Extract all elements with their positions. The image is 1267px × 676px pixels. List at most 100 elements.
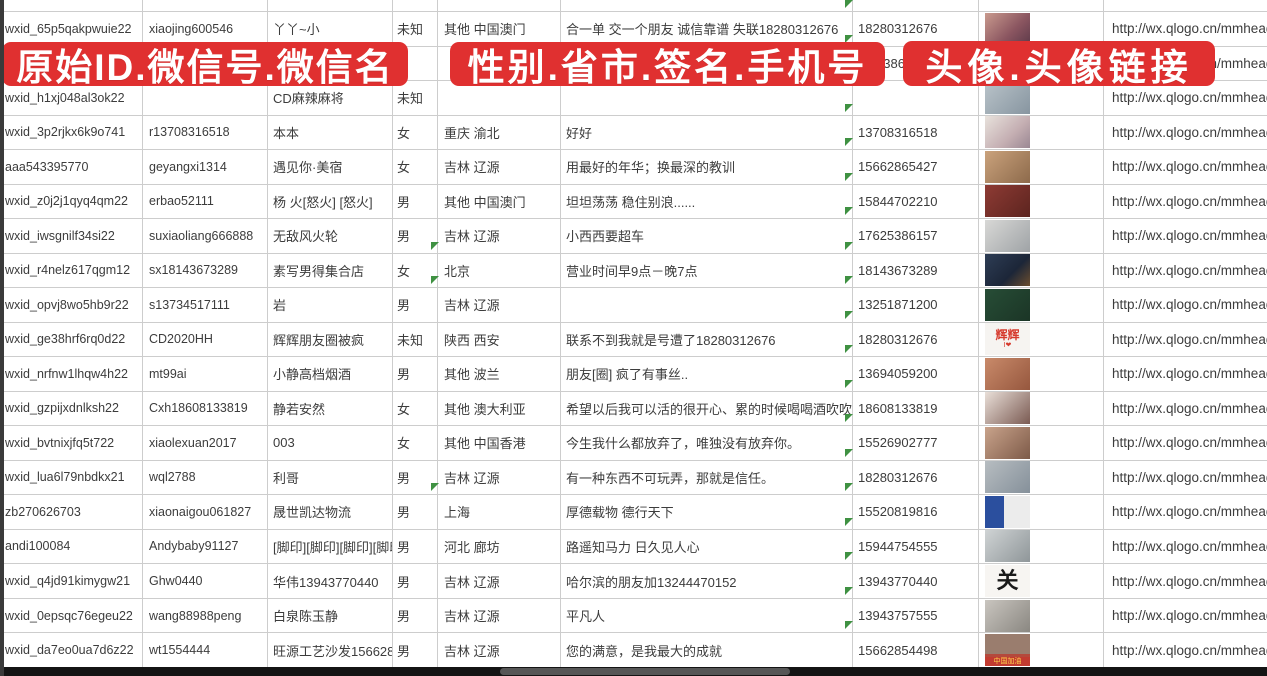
- cell-avatar-link[interactable]: http://wx.qlogo.cn/mmhead: [1103, 599, 1267, 633]
- cell-phone[interactable]: 15662854498: [845, 621, 978, 667]
- cell-avatar-link[interactable]: http://wx.qlogo.cn/mmhead: [1103, 12, 1267, 46]
- cell-weixin-name[interactable]: [脚印][脚印][脚印][脚印: [267, 530, 392, 564]
- cell-phone[interactable]: 17625386157: [845, 207, 978, 253]
- cell-phone[interactable]: 15844702210: [845, 172, 978, 219]
- cell-signature[interactable]: 路遥知马力 日久见人心: [560, 530, 852, 564]
- cell-province[interactable]: 吉林 辽源: [437, 461, 560, 495]
- cell-gender[interactable]: 男: [392, 357, 437, 391]
- cell-avatar-link[interactable]: http://wx.qlogo.cn/mmhead: [1103, 116, 1267, 150]
- cell-province[interactable]: 其他 中国澳门: [437, 12, 560, 46]
- cell-avatar-link[interactable]: http://wx.qlogo.cn/mmhead: [1103, 530, 1267, 564]
- cell-original-id[interactable]: wxid_ge38hrf6rq0d22: [0, 323, 142, 357]
- cell-avatar[interactable]: [978, 116, 1103, 150]
- cell-avatar[interactable]: [978, 81, 1103, 115]
- cell-gender[interactable]: 男: [392, 633, 437, 667]
- cell-original-id[interactable]: aaa543395770: [0, 150, 142, 184]
- cell-avatar[interactable]: [978, 461, 1103, 495]
- cell-avatar[interactable]: [978, 254, 1103, 288]
- cell-signature[interactable]: 朋友[圈] 疯了有事丝..: [560, 357, 852, 391]
- cell-original-id[interactable]: wxid_3p2rjkx6k9o741: [0, 116, 142, 150]
- cell-weixin-id[interactable]: wql2788: [142, 461, 267, 495]
- cell-signature[interactable]: 小西西要超车: [560, 219, 852, 253]
- cell-signature[interactable]: 希望以后我可以活的很开心、累的时候喝喝酒吹吹[: [560, 392, 852, 426]
- cell-avatar-link[interactable]: http://wx.qlogo.cn/mmhead: [1103, 495, 1267, 529]
- cell-province[interactable]: 河北 廊坊: [437, 530, 560, 564]
- cell-weixin-id[interactable]: xiaojing600546: [142, 12, 267, 46]
- cell-signature[interactable]: 坦坦荡荡 稳住别浪......: [560, 185, 852, 219]
- cell-weixin-name[interactable]: 晟世凯达物流: [267, 495, 392, 529]
- cell-gender[interactable]: 未知: [392, 323, 437, 357]
- cell-weixin-id[interactable]: erbao52111: [142, 185, 267, 219]
- cell-weixin-id[interactable]: xiaonaigou061827: [142, 495, 267, 529]
- cell-original-id[interactable]: wxid_bvtnixjfq5t722: [0, 426, 142, 460]
- cell-avatar[interactable]: [978, 392, 1103, 426]
- cell-avatar-link[interactable]: http://wx.qlogo.cn/mmhead: [1103, 426, 1267, 460]
- cell-phone[interactable]: 13943770440: [845, 552, 978, 598]
- cell-province[interactable]: 其他 波兰: [437, 357, 560, 391]
- cell-province[interactable]: 其他 中国香港: [437, 426, 560, 460]
- cell-avatar-link[interactable]: http://wx.qlogo.cn/mmhead: [1103, 461, 1267, 495]
- cell-avatar-link[interactable]: http://wx.qlogo.cn/mmhead: [1103, 357, 1267, 391]
- cell-weixin-name[interactable]: 白泉陈玉静: [267, 599, 392, 633]
- cell-signature[interactable]: 厚德载物 德行天下: [560, 495, 852, 529]
- cell-weixin-id[interactable]: r13708316518: [142, 116, 267, 150]
- cell-weixin-name[interactable]: 华伟13943770440: [267, 564, 392, 598]
- cell-avatar-link[interactable]: http://wx.qlogo.cn/mmhead: [1103, 185, 1267, 219]
- cell-province[interactable]: 重庆 渝北: [437, 116, 560, 150]
- cell-original-id[interactable]: wxid_da7eo0ua7d6z22: [0, 633, 142, 667]
- cell-phone[interactable]: 18143673289: [845, 241, 978, 288]
- cell-signature[interactable]: 今生我什么都放弃了，唯独没有放弃你。: [560, 426, 852, 460]
- cell-weixin-id[interactable]: sx18143673289: [142, 254, 267, 288]
- cell-weixin-id[interactable]: CD2020HH: [142, 323, 267, 357]
- cell-phone[interactable]: 13943757555: [845, 586, 978, 633]
- cell-phone[interactable]: 15944754555: [845, 517, 978, 564]
- cell-weixin-name[interactable]: 杨 火[怒火] [怒火]: [267, 185, 392, 219]
- cell-signature[interactable]: 营业时间早9点－晚7点: [560, 254, 852, 288]
- cell-original-id[interactable]: wxid_gzpijxdnlksh22: [0, 392, 142, 426]
- cell-signature[interactable]: [560, 288, 852, 322]
- cell-gender[interactable]: 男: [392, 530, 437, 564]
- cell-phone[interactable]: 18280312676: [845, 310, 978, 357]
- cell-weixin-name[interactable]: 小静高档烟酒: [267, 357, 392, 391]
- cell-gender[interactable]: 女: [392, 426, 437, 460]
- cell-original-id[interactable]: wxid_65p5qakpwuie22: [0, 12, 142, 46]
- cell-signature[interactable]: 平凡人: [560, 599, 852, 633]
- cell-province[interactable]: 吉林 辽源: [437, 219, 560, 253]
- cell-gender[interactable]: 女: [392, 392, 437, 426]
- cell-weixin-name[interactable]: 岩: [267, 288, 392, 322]
- cell-original-id[interactable]: wxid_h1xj048al3ok22: [0, 81, 142, 115]
- cell-gender[interactable]: 男: [392, 185, 437, 219]
- cell-province[interactable]: 其他 中国澳门: [437, 185, 560, 219]
- cell-weixin-id[interactable]: xiaolexuan2017: [142, 426, 267, 460]
- cell-avatar[interactable]: [978, 599, 1103, 633]
- cell-avatar[interactable]: 辉辉 I❤: [978, 323, 1103, 357]
- cell-original-id[interactable]: wxid_lua6l79nbdkx21: [0, 461, 142, 495]
- cell-province[interactable]: 上海: [431, 483, 560, 529]
- cell-phone[interactable]: 18280312676: [845, 448, 978, 495]
- cell-gender[interactable]: 男: [392, 288, 437, 322]
- cell-weixin-id[interactable]: Cxh18608133819: [142, 392, 267, 426]
- cell-phone[interactable]: 13694059200: [845, 345, 978, 391]
- cell-original-id[interactable]: wxid_0epsqc76egeu22: [0, 599, 142, 633]
- cell-original-id[interactable]: zb270626703: [0, 495, 142, 529]
- cell-weixin-name[interactable]: 无敌风火轮: [267, 219, 392, 253]
- cell-weixin-name[interactable]: 003: [267, 426, 392, 460]
- cell-original-id[interactable]: wxid_iwsgnilf34si22: [0, 219, 142, 253]
- cell-avatar-link[interactable]: http://wx.qlogo.cn/mmhead: [1103, 288, 1267, 322]
- cell-weixin-id[interactable]: mt99ai: [142, 357, 267, 391]
- cell-province[interactable]: 吉林 辽源: [437, 599, 560, 633]
- cell-weixin-id[interactable]: suxiaoliang666888: [142, 219, 267, 253]
- cell-signature[interactable]: 联系不到我就是号遭了18280312676: [560, 323, 852, 357]
- cell-avatar[interactable]: [978, 219, 1103, 253]
- cell-province[interactable]: 吉林 辽源: [437, 564, 560, 598]
- cell-weixin-id[interactable]: s13734517111: [142, 288, 267, 322]
- cell-avatar[interactable]: [978, 185, 1103, 219]
- cell-avatar[interactable]: [978, 288, 1103, 322]
- cell-weixin-id[interactable]: wt1554444: [142, 633, 267, 667]
- cell-avatar[interactable]: [978, 150, 1103, 184]
- cell-original-id[interactable]: wxid_nrfnw1lhqw4h22: [0, 357, 142, 391]
- cell-gender[interactable]: 未知: [392, 12, 437, 46]
- cell-weixin-id[interactable]: wang88988peng: [142, 599, 267, 633]
- cell-province[interactable]: 其他 澳大利亚: [437, 392, 560, 426]
- cell-avatar-link[interactable]: http://wx.qlogo.cn/mmhead: [1103, 81, 1267, 115]
